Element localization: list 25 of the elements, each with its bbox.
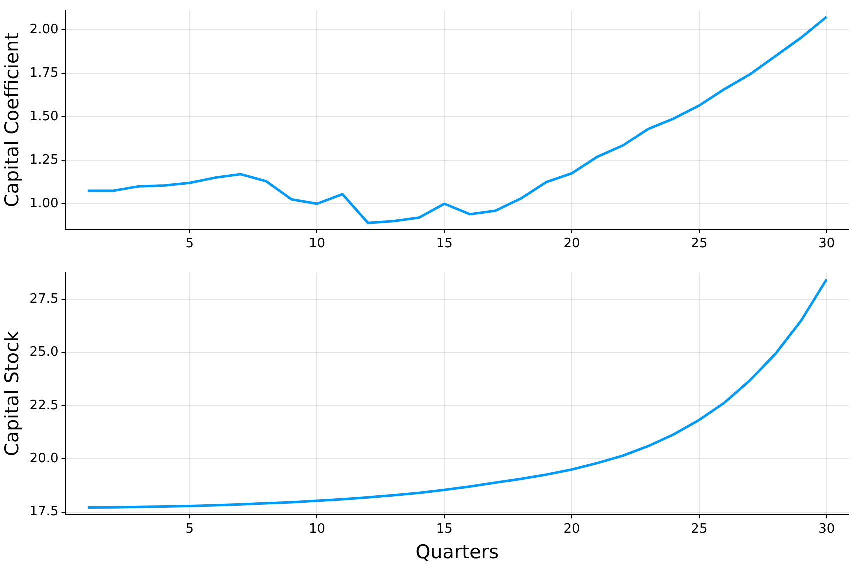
x-tick-label: 5 — [186, 236, 194, 252]
y-tick-label: 2.00 — [30, 22, 59, 38]
y-tick-label: 1.25 — [30, 152, 59, 168]
y-tick-label: 1.75 — [30, 66, 59, 81]
y-tick-label: 17.5 — [30, 504, 59, 520]
y-tick-label: 1.50 — [30, 109, 59, 124]
x-tick-label: 25 — [691, 522, 708, 537]
y-axis-title: Capital Stock — [1, 331, 24, 456]
y-tick-label: 27.5 — [30, 292, 59, 307]
x-tick-label: 15 — [436, 522, 453, 537]
x-tick-label: 10 — [308, 522, 326, 537]
x-axis-title: Quarters — [416, 542, 500, 564]
y-tick-label: 1.00 — [30, 196, 59, 212]
y-tick-label: 22.5 — [30, 398, 59, 414]
x-tick-label: 20 — [564, 236, 580, 252]
x-tick-label: 10 — [308, 236, 326, 252]
y-tick-label: 20.0 — [30, 451, 59, 466]
y-tick-label: 25.0 — [30, 345, 59, 360]
x-tick-label: 20 — [564, 522, 580, 537]
x-tick-label: 30 — [818, 236, 836, 252]
x-tick-label: 5 — [186, 522, 194, 537]
y-axis-title: Capital Coefficient — [1, 32, 24, 208]
x-tick-label: 15 — [436, 236, 453, 252]
x-tick-label: 30 — [818, 522, 836, 537]
x-tick-label: 25 — [691, 236, 708, 252]
